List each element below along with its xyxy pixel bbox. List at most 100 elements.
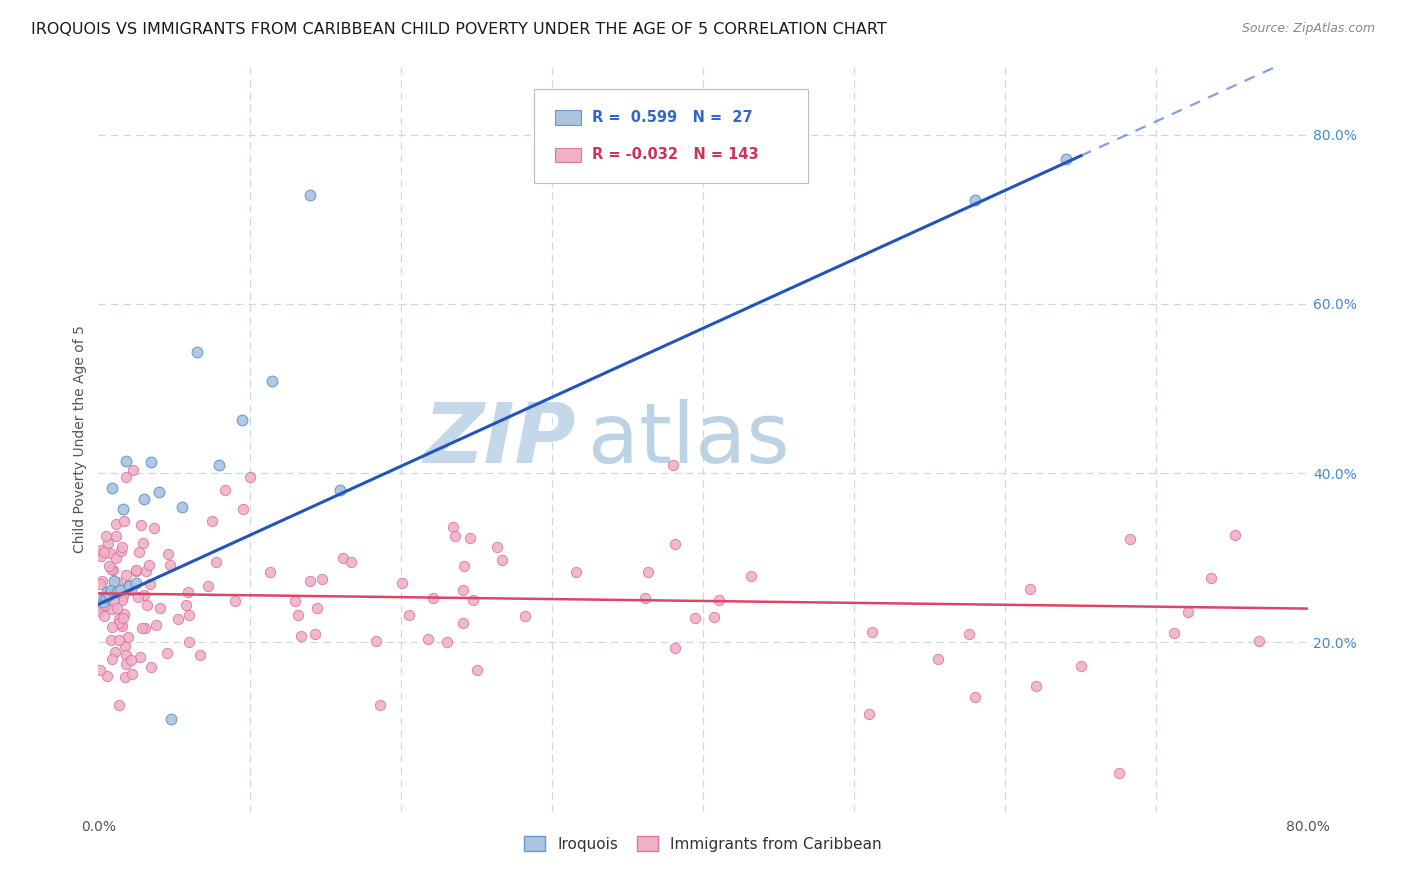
Point — [188, 648, 211, 663]
Point — [110, 617, 132, 632]
Text: R = -0.032   N = 143: R = -0.032 N = 143 — [592, 147, 759, 162]
Point — [661, 458, 683, 472]
Point — [122, 463, 145, 477]
Point — [107, 612, 129, 626]
Point — [93, 598, 115, 612]
Point — [89, 604, 111, 618]
Point — [112, 607, 135, 621]
Point — [703, 610, 725, 624]
Point — [111, 611, 134, 625]
Point — [132, 588, 155, 602]
Point — [329, 483, 352, 497]
Point — [115, 648, 138, 662]
Point — [232, 501, 254, 516]
Point — [100, 583, 122, 598]
Point — [110, 615, 132, 630]
Point — [170, 500, 193, 515]
Point — [186, 345, 208, 359]
Point — [1054, 152, 1077, 166]
Point — [453, 559, 475, 574]
Point — [145, 618, 167, 632]
Point — [138, 558, 160, 573]
Point — [93, 544, 115, 558]
Point — [114, 670, 136, 684]
Point — [332, 550, 354, 565]
Point — [101, 563, 124, 577]
Point — [443, 528, 465, 542]
Point — [114, 470, 136, 484]
Point — [298, 574, 321, 588]
Point — [117, 578, 139, 592]
Point — [111, 618, 134, 632]
Point — [707, 592, 730, 607]
Point — [96, 584, 118, 599]
Point — [463, 592, 485, 607]
Point — [127, 590, 149, 604]
Point — [174, 598, 197, 612]
Point — [91, 574, 114, 589]
Point — [1119, 532, 1142, 546]
Point — [366, 634, 388, 648]
Point — [132, 491, 155, 506]
Point — [491, 553, 513, 567]
Point — [167, 611, 190, 625]
Point — [205, 555, 228, 569]
Point — [683, 611, 706, 625]
Point — [100, 632, 122, 647]
Point — [284, 594, 307, 608]
Point — [231, 413, 253, 427]
Point — [97, 559, 120, 574]
Point — [89, 577, 111, 591]
Point — [107, 698, 129, 713]
Point — [311, 572, 333, 586]
Point — [91, 595, 114, 609]
Text: atlas: atlas — [588, 399, 790, 480]
Point — [1249, 633, 1271, 648]
Point — [108, 583, 131, 598]
Point — [259, 565, 281, 579]
Point — [90, 549, 112, 563]
Point — [94, 529, 117, 543]
Point — [1108, 765, 1130, 780]
Point — [177, 585, 200, 599]
Point — [125, 564, 148, 578]
Point — [97, 536, 120, 550]
Text: R =  0.599   N =  27: R = 0.599 N = 27 — [592, 110, 752, 125]
Point — [101, 620, 124, 634]
Point — [1024, 680, 1046, 694]
Point — [114, 639, 136, 653]
Point — [128, 545, 150, 559]
Point — [1201, 571, 1223, 585]
Point — [177, 608, 200, 623]
Point — [120, 583, 142, 598]
Point — [239, 470, 262, 484]
Point — [290, 629, 312, 643]
Point — [486, 540, 509, 554]
Point — [287, 607, 309, 622]
Point — [304, 627, 326, 641]
Point — [391, 576, 413, 591]
Point — [340, 555, 363, 569]
Point — [101, 481, 124, 495]
Point — [129, 649, 152, 664]
Point — [416, 632, 439, 646]
Point — [131, 518, 153, 533]
Point — [104, 529, 127, 543]
Point — [858, 707, 880, 722]
Y-axis label: Child Poverty Under the Age of 5: Child Poverty Under the Age of 5 — [73, 326, 87, 553]
Point — [368, 698, 391, 712]
Point — [104, 645, 127, 659]
Point — [458, 532, 481, 546]
Point — [451, 583, 474, 598]
Point — [125, 575, 148, 590]
Point — [105, 550, 128, 565]
Point — [160, 712, 183, 726]
Point — [117, 630, 139, 644]
Point — [115, 657, 138, 672]
Point — [565, 565, 588, 579]
Point — [1223, 528, 1246, 542]
Point — [208, 458, 231, 472]
Point — [197, 579, 219, 593]
Point — [159, 558, 181, 573]
Point — [131, 621, 153, 635]
